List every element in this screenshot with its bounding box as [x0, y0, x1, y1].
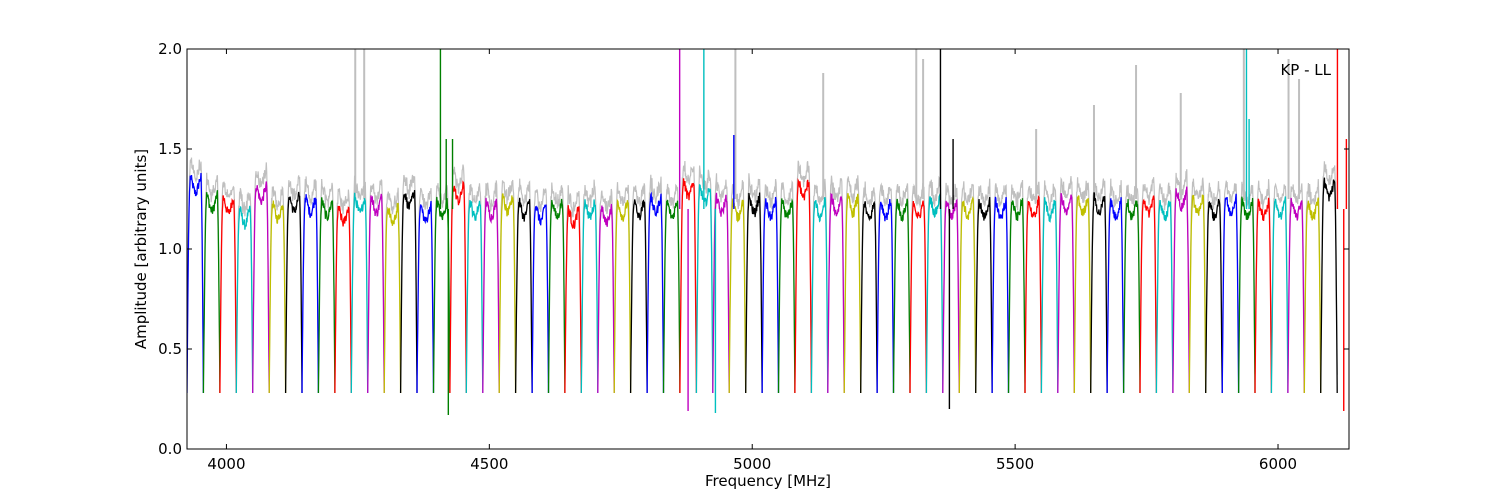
y-tick-label: 2.0: [158, 40, 182, 58]
channel-series-line: [1303, 197, 1322, 394]
channel-series-line: [498, 193, 517, 394]
channel-series-line: [465, 200, 484, 394]
channel-series-line: [975, 197, 993, 394]
background-series: [187, 49, 1338, 384]
channel-series-line: [317, 197, 336, 394]
channel-series-line: [334, 205, 352, 394]
channel-series-line: [399, 190, 418, 394]
channel-series-line: [629, 199, 648, 394]
channel-series-line: [531, 204, 550, 394]
channel-series-line: [876, 199, 895, 394]
channel-series-line: [482, 197, 500, 394]
channel-series-line: [662, 199, 681, 394]
y-axis-ticks: 0.0 0.5 1.0 1.5 2.0: [158, 40, 1349, 458]
channel-series-line: [1040, 197, 1059, 394]
channel-series-line: [1172, 186, 1190, 394]
channel-series-line: [350, 192, 369, 394]
channel-series-line: [564, 205, 582, 394]
channel-series-line: [1221, 193, 1240, 394]
channel-series-line: [284, 191, 303, 394]
y-tick-label: 1.5: [158, 140, 182, 158]
channel-series-line: [219, 195, 237, 394]
channel-series-line: [1073, 195, 1092, 394]
channel-series-line: [745, 192, 763, 394]
channel-series-line: [597, 203, 615, 394]
channel-series-line: [235, 205, 254, 394]
x-axis-ticks: 4000 4500 5000 5500 6000: [207, 49, 1297, 473]
channel-series-line: [794, 177, 813, 394]
channel-series-line: [301, 194, 320, 394]
channel-series-line: [1270, 196, 1289, 394]
channel-series-line: [1122, 199, 1141, 394]
x-tick-label: 5500: [996, 455, 1034, 473]
y-axis-label: Amplitude [arbitrary units]: [132, 149, 150, 349]
channel-series-line: [383, 202, 402, 394]
channel-series-line: [728, 198, 747, 394]
channel-series-line: [613, 198, 632, 394]
y-tick-label: 0.5: [158, 340, 182, 358]
channel-series-line: [1205, 198, 1223, 394]
channel-series-line: [991, 196, 1010, 394]
channel-series-line: [843, 193, 862, 394]
x-tick-label: 6000: [1259, 455, 1297, 473]
channel-series-line: [892, 198, 911, 394]
channel-series-line: [252, 181, 270, 394]
channel-series-line: [679, 178, 698, 394]
y-tick-label: 1.0: [158, 240, 182, 258]
channel-series: [187, 49, 1348, 415]
channel-series-line: [1188, 194, 1207, 394]
channel-series-line: [1287, 197, 1305, 394]
channel-series-line: [712, 192, 730, 394]
channel-series-line: [547, 198, 566, 394]
channel-series-line: [860, 200, 878, 394]
channel-series-line: [646, 191, 665, 394]
channel-series-line: [1090, 192, 1108, 394]
x-tick-label: 4500: [470, 455, 508, 473]
channel-series-line: [202, 190, 221, 394]
x-tick-label: 5000: [733, 455, 771, 473]
channel-series-line: [1254, 197, 1273, 394]
channel-series-line: [416, 200, 435, 394]
channel-series-line: [827, 192, 845, 394]
channel-series-line: [187, 172, 205, 394]
channel-series-line: [367, 193, 385, 394]
channel-series-line: [909, 200, 928, 394]
x-tick-label: 4000: [207, 455, 245, 473]
channel-series-line: [1106, 197, 1125, 394]
channel-series-line: [695, 183, 714, 394]
channel-series-line: [1320, 177, 1338, 394]
x-axis-label: Frequency [MHz]: [705, 472, 831, 490]
channel-series-line: [810, 196, 829, 394]
channel-series-line: [514, 197, 533, 394]
channel-series-line: [1139, 195, 1158, 394]
channel-series-line: [1057, 192, 1075, 394]
channel-series-line: [777, 198, 796, 394]
channel-series-line: [432, 196, 451, 394]
channel-series-line: [1237, 196, 1256, 394]
channel-series-line: [1007, 198, 1026, 394]
channel-series-line: [268, 200, 287, 394]
channel-series-line: [1024, 195, 1043, 394]
channel-series-line: [580, 199, 599, 394]
channel-series-line: [942, 198, 960, 394]
channel-series-line: [958, 196, 977, 394]
baseline-annotation: KP - LL: [1280, 61, 1331, 79]
channel-series-line: [761, 196, 780, 394]
channel-series-line: [1155, 199, 1174, 394]
y-tick-label: 0.0: [158, 440, 182, 458]
